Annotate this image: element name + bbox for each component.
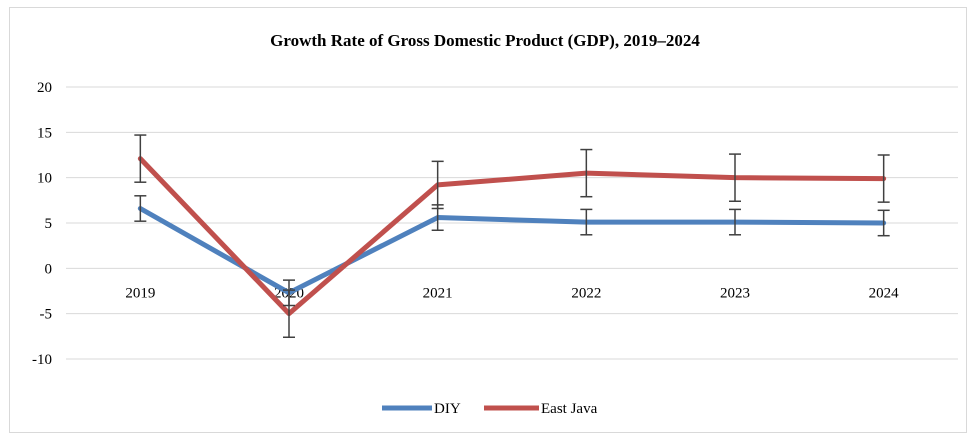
y-tick-label: -5 (40, 307, 53, 323)
legend-label: East Java (541, 401, 598, 417)
x-tick-label: 2019 (125, 285, 155, 301)
error-bar (877, 154, 890, 203)
y-tick-label: 10 (37, 171, 52, 187)
error-bar (283, 289, 295, 338)
y-tick-label: 0 (45, 261, 53, 277)
error-bar (431, 160, 444, 210)
x-tick-label: 2024 (869, 285, 900, 301)
error-bar (729, 208, 741, 236)
series-line-east-java (137, 156, 887, 317)
y-tick-label: -10 (32, 352, 52, 368)
chart-title: Growth Rate of Gross Domestic Product (G… (270, 31, 700, 50)
error-bar (729, 153, 741, 202)
x-tick-label: 2021 (423, 285, 453, 301)
series-line-diy (137, 205, 887, 296)
legend-label: DIY (434, 401, 461, 417)
y-tick-label: 15 (37, 125, 52, 141)
x-tick-label: 2022 (571, 285, 601, 301)
error-bar (134, 195, 147, 222)
y-tick-label: 20 (37, 80, 52, 96)
error-bar (580, 148, 593, 198)
y-tick-label: 5 (45, 216, 53, 232)
error-bar (134, 134, 147, 183)
x-tick-label: 2023 (720, 285, 750, 301)
legend-item: DIY (382, 401, 461, 417)
error-bar (580, 208, 593, 236)
error-bar (877, 209, 890, 237)
legend-item: East Java (484, 401, 598, 417)
